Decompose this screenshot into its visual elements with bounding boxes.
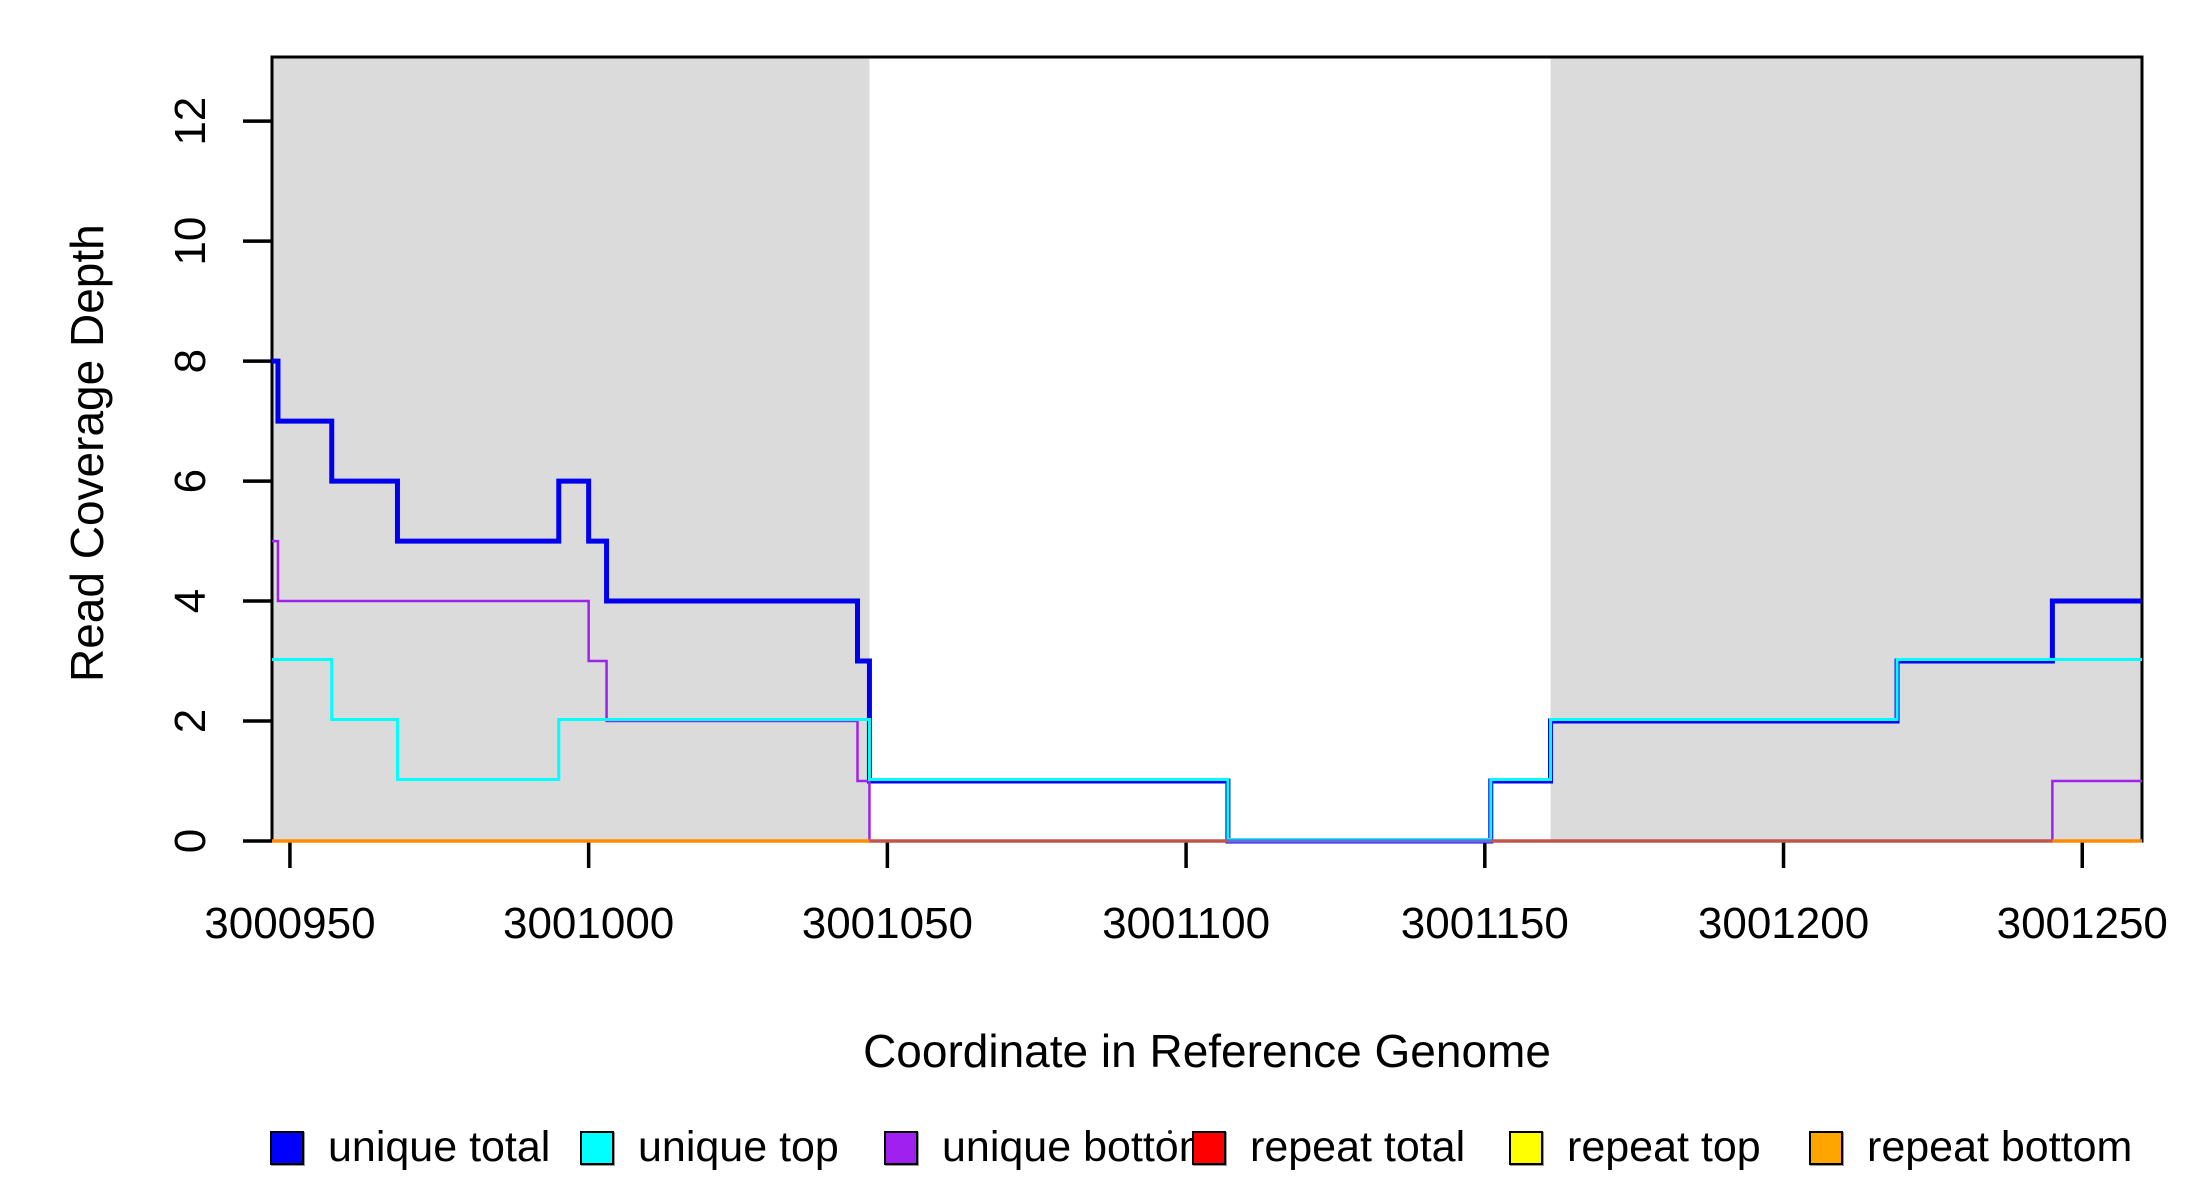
series-unique-top	[272, 658, 2142, 841]
x-tick-label: 3001050	[802, 899, 973, 948]
x-tick-label: 3001000	[503, 899, 674, 948]
y-axis-title: Read Coverage Depth	[61, 224, 113, 682]
y-tick-label: 12	[166, 97, 215, 146]
y-tick-label: 0	[166, 829, 215, 853]
x-tick-label: 3001150	[1401, 899, 1569, 948]
x-tick-label: 3001100	[1102, 899, 1270, 948]
x-tick-label: 3001200	[1698, 899, 1869, 948]
y-tick-label: 4	[166, 589, 215, 613]
x-tick-label: 3001250	[1997, 899, 2168, 948]
x-axis-title: Coordinate in Reference Genome	[863, 1025, 1551, 1077]
legend-artifact-dot	[1168, 1130, 1172, 1134]
y-tick-label: 2	[166, 709, 215, 733]
y-tick-label: 8	[166, 349, 215, 373]
y-tick-label: 10	[166, 217, 215, 266]
series-unique-total	[272, 358, 2142, 844]
shaded-region	[1550, 57, 2142, 841]
y-tick-label: 6	[166, 469, 215, 493]
shaded-region	[272, 57, 870, 841]
x-tick-label: 3000950	[204, 899, 375, 948]
